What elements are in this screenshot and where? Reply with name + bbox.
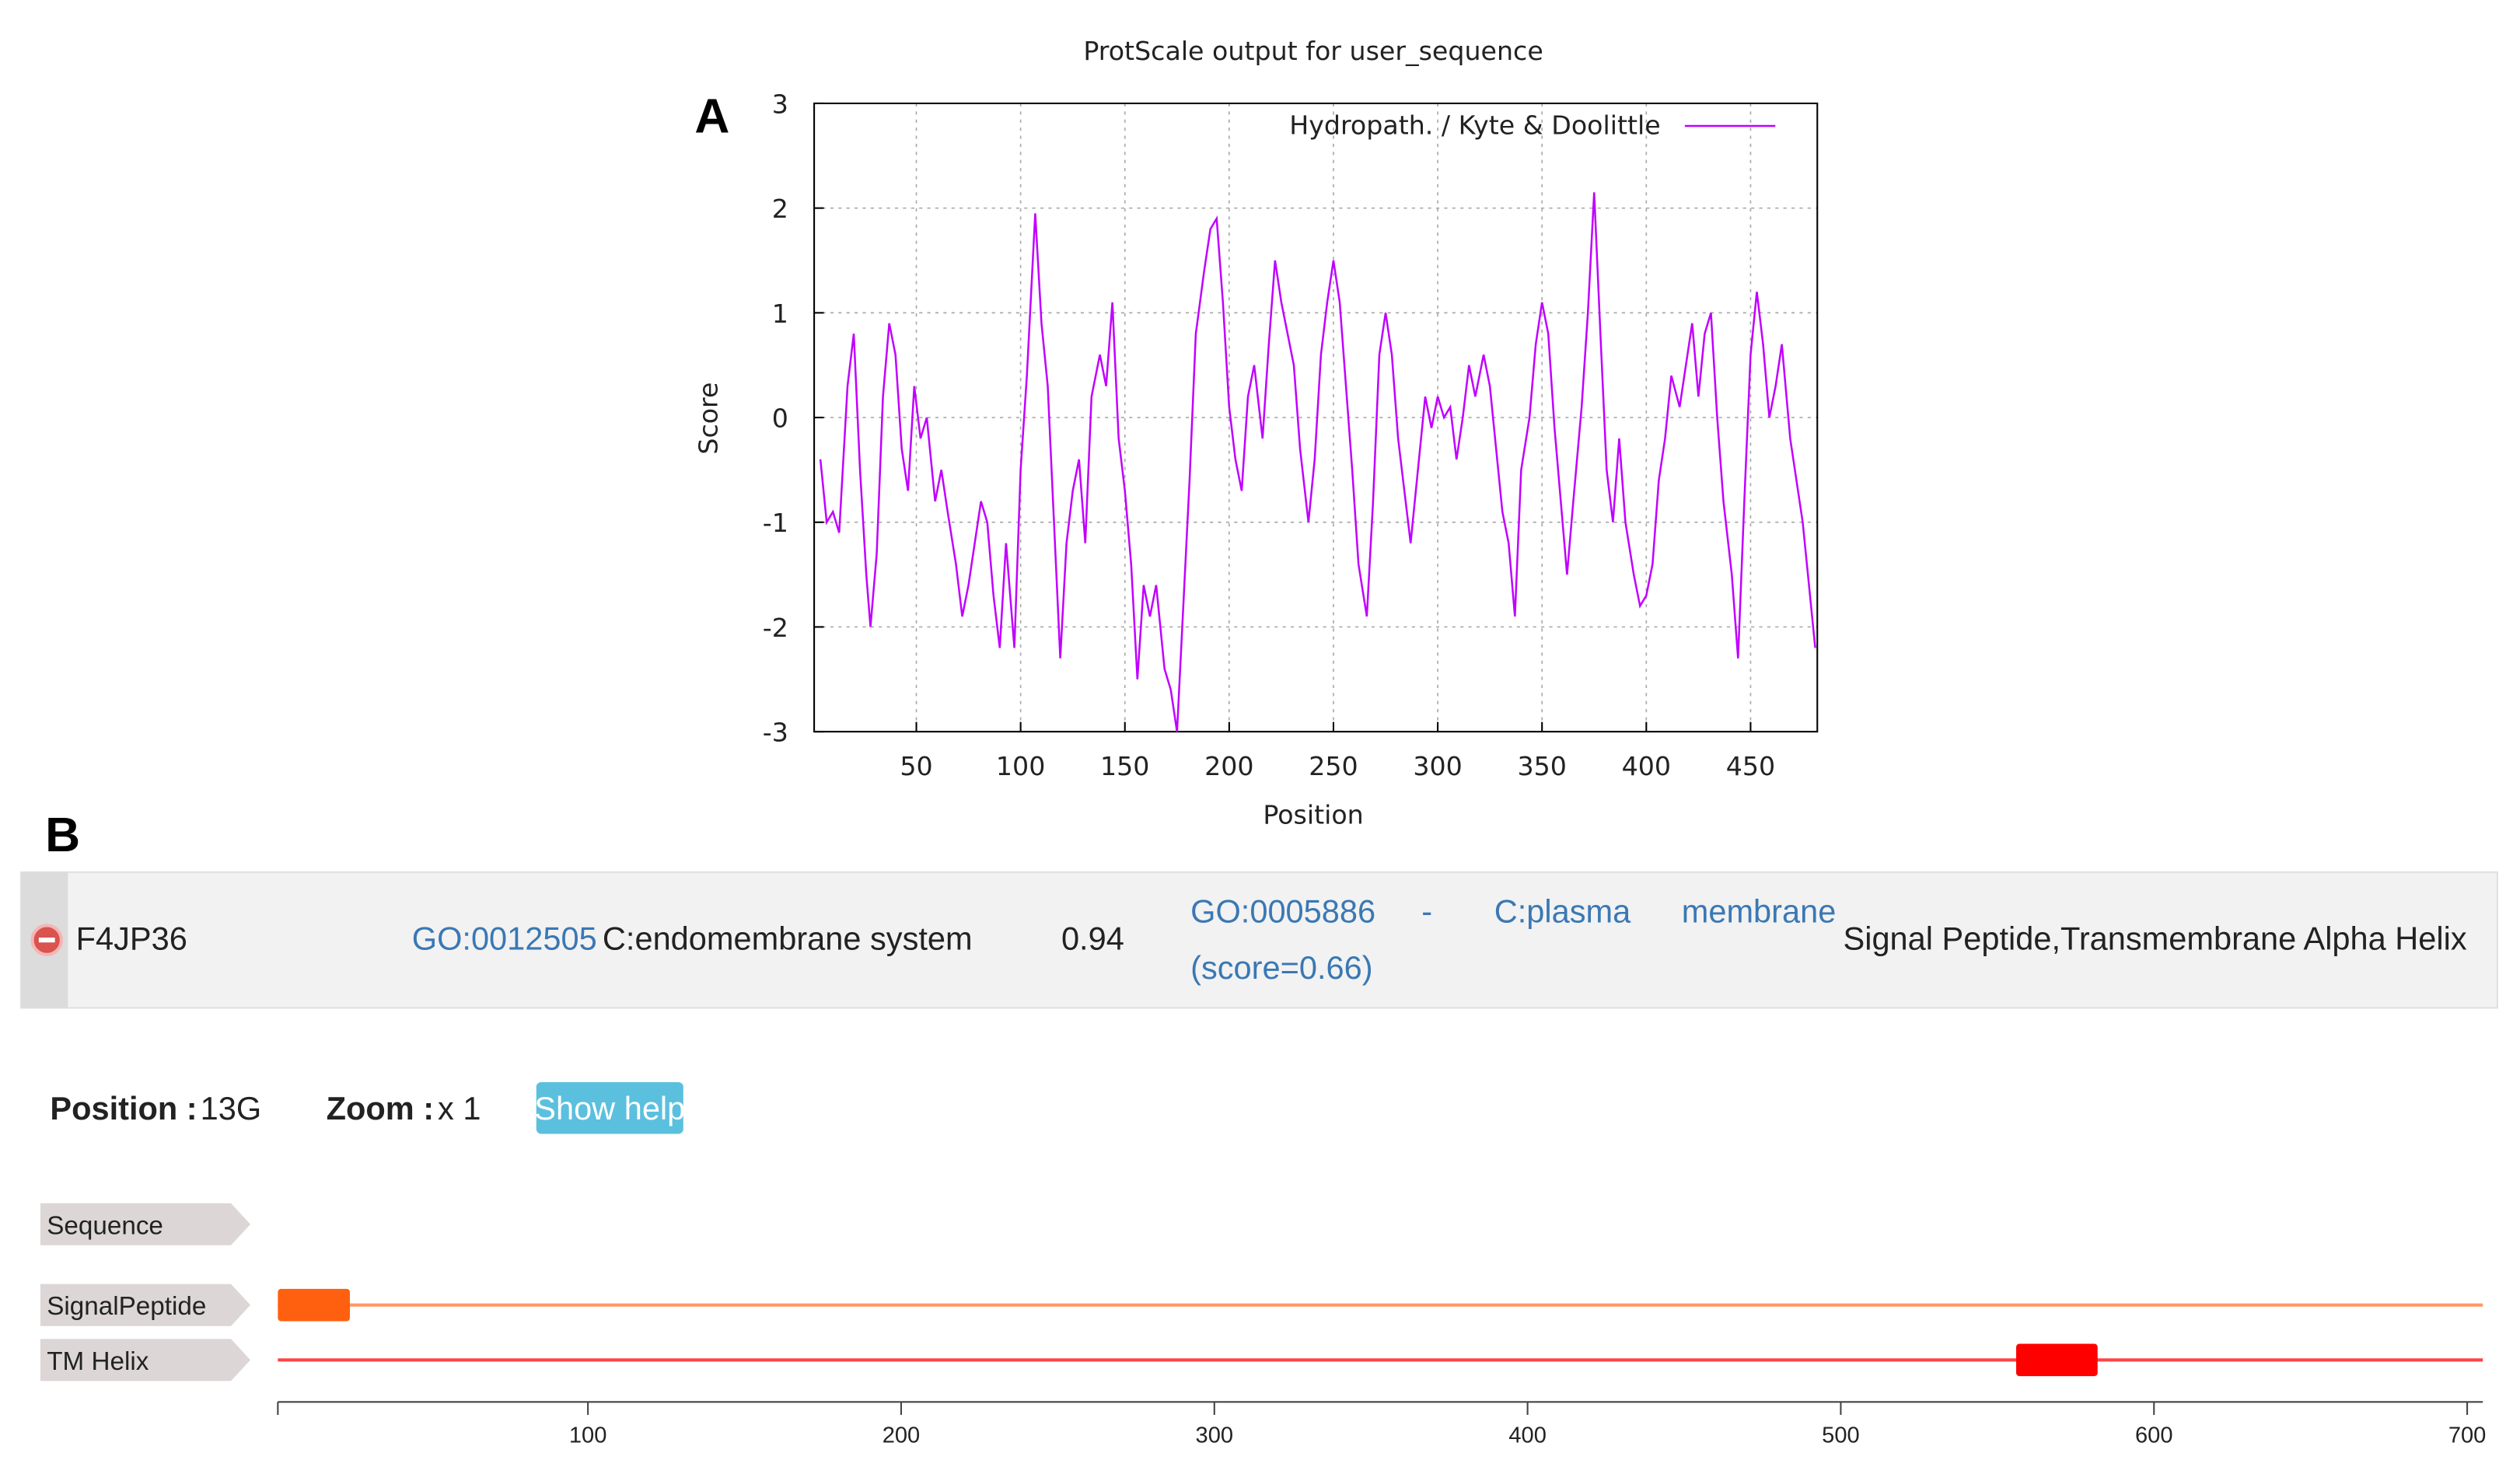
track-label: SignalPeptide (47, 1292, 206, 1321)
chart: ProtScale output for user_sequence Posit… (693, 36, 1819, 830)
go-term: C:endomembrane system (603, 920, 973, 957)
plot-frame (813, 102, 1819, 733)
x-tick-label: 450 (1726, 751, 1775, 781)
feature (278, 1288, 350, 1322)
separator: - (1421, 892, 1432, 929)
x-tick-label: 300 (1196, 1423, 1234, 1448)
panel-b: F4JP36 GO:0012505 C:endomembrane system … (19, 871, 2498, 1448)
remove-icon-bar (38, 938, 55, 943)
x-tick-label: 700 (2448, 1423, 2487, 1448)
entry-id: F4JP36 (76, 920, 187, 957)
zoom-value: x 1 (438, 1090, 481, 1126)
line-series (819, 192, 1816, 732)
score: 0.94 (1061, 920, 1124, 957)
track-label: TM Helix (47, 1347, 149, 1376)
x-tick-label: 200 (1204, 751, 1253, 781)
x-tick-label: 200 (883, 1423, 921, 1448)
y-tick-label: -3 (763, 718, 788, 748)
go-term: C:plasma (1494, 892, 1631, 929)
y-tick-label: -1 (763, 508, 788, 538)
x-tick-label: 350 (1517, 751, 1566, 781)
x-tick-label: 300 (1413, 751, 1462, 781)
track-tag (40, 1339, 251, 1381)
y-tick-label: -2 (763, 613, 788, 643)
x-tick-label: 100 (569, 1423, 607, 1448)
x-tick-label: 400 (1508, 1423, 1547, 1448)
x-axis-label: Position (1263, 800, 1363, 830)
track-label: Sequence (47, 1211, 163, 1240)
go-term: membrane (1682, 892, 1837, 929)
y-axis-label: Score (693, 382, 723, 455)
go-link[interactable]: GO:0012505 (412, 920, 597, 957)
chart-title: ProtScale output for user_sequence (1083, 36, 1543, 66)
position-value: 13G (201, 1090, 262, 1126)
y-tick-label: 3 (772, 89, 788, 119)
help-button-label[interactable]: Show help (534, 1090, 685, 1126)
panel-label: B (45, 809, 80, 862)
x-tick-label: 50 (900, 751, 932, 781)
x-tick-label: 400 (1622, 751, 1671, 781)
features: Signal Peptide,Transmembrane Alpha Helix (1844, 920, 2467, 957)
x-tick-label: 600 (2135, 1423, 2173, 1448)
y-tick-label: 1 (772, 299, 788, 329)
row-background (19, 871, 2498, 1009)
x-tick-label: 250 (1309, 751, 1358, 781)
go-score: (score=0.66) (1190, 949, 1372, 986)
zoom-label: Zoom : (327, 1090, 434, 1126)
help-button[interactable] (536, 1081, 683, 1134)
legend-label: Hydropath. / Kyte & Doolittle (1289, 110, 1661, 140)
track-tag (40, 1284, 251, 1326)
x-tick-label: 500 (1822, 1423, 1860, 1448)
track-tag (40, 1203, 251, 1245)
remove-button[interactable] (30, 924, 64, 956)
position-label: Position : (50, 1090, 197, 1126)
y-tick-label: 2 (772, 194, 788, 224)
feature (2016, 1343, 2098, 1377)
go-link[interactable]: GO:0005886 (1190, 892, 1375, 929)
panel-label: A (694, 89, 729, 143)
x-tick-label: 100 (996, 751, 1045, 781)
x-tick-label: 150 (1100, 751, 1149, 781)
y-tick-label: 0 (772, 403, 788, 434)
